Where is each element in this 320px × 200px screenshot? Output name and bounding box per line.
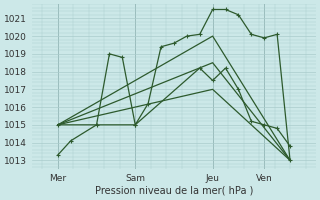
X-axis label: Pression niveau de la mer( hPa ): Pression niveau de la mer( hPa ) — [95, 186, 253, 196]
